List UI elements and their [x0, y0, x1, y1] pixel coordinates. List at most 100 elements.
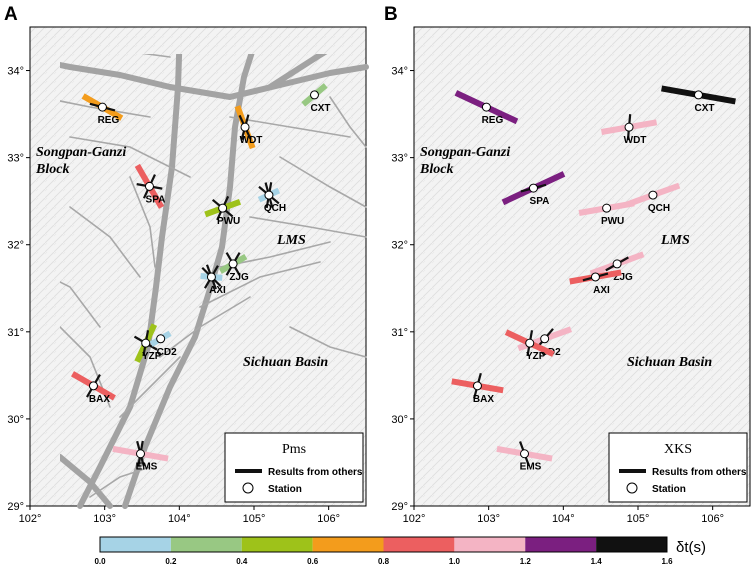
- lat-tick-label: 29°: [7, 501, 24, 513]
- colorbar-segment: [170, 537, 242, 552]
- station-label: BAX: [473, 394, 494, 405]
- legend-station-symbol-a: [242, 482, 254, 494]
- colorbar-tick-label: 1.6: [661, 557, 673, 566]
- lon-tick-label: 103°: [477, 513, 500, 525]
- legend-station-label-b: Station: [652, 484, 686, 495]
- station-label: PWU: [217, 216, 240, 227]
- panel-b: REGWDTCXTSPAQCHPWUZJGAXICD2YZPBAXEMS B 1…: [384, 4, 751, 525]
- colorbar-frame: [99, 536, 668, 553]
- station-label: SPA: [146, 194, 166, 205]
- lon-ticks-a: 102° 103° 104° 105° 106°: [19, 506, 340, 525]
- legend-title-b: XKS: [664, 442, 692, 457]
- colorbar-tick-label: 0.4: [236, 557, 248, 566]
- fault-minor-13: [69, 206, 141, 278]
- station-spa: SPA: [134, 163, 166, 209]
- panel-letter-a: A: [4, 4, 18, 25]
- lon-tick-label: 104°: [168, 513, 191, 525]
- station-zjg: ZJG: [589, 251, 645, 283]
- station-cd2: CD2: [149, 330, 177, 358]
- station-yzp: YZP: [504, 329, 555, 362]
- station-marker: [136, 449, 146, 459]
- lon-tick-label: 104°: [552, 513, 575, 525]
- station-label: BAX: [89, 394, 110, 405]
- station-label: WDT: [624, 135, 647, 146]
- fault-minor-16: [89, 466, 151, 498]
- station-wdt: WDT: [234, 105, 263, 150]
- lat-tick-label: 33°: [391, 153, 408, 165]
- station-qch: QCH: [257, 182, 286, 214]
- station-qch: QCH: [625, 182, 681, 214]
- lat-ticks-b: 29° 30° 31° 32° 33° 34°: [391, 66, 414, 513]
- station-label: REG: [482, 115, 504, 126]
- legend-title-a: Pms: [282, 442, 306, 457]
- colorbar-segment: [383, 537, 455, 552]
- lon-tick-label: 106°: [317, 513, 340, 525]
- colorbar-tick-label: 0.6: [307, 557, 319, 566]
- station-label: YZP: [142, 351, 162, 362]
- lat-tick-label: 33°: [7, 153, 24, 165]
- lon-tick-label: 106°: [701, 513, 724, 525]
- station-marker: [240, 122, 250, 132]
- fault-minor-5: [249, 216, 367, 238]
- station-label: ZJG: [613, 272, 633, 283]
- station-marker: [525, 338, 535, 348]
- station-cxt: CXT: [661, 85, 736, 114]
- station-marker: [481, 102, 491, 112]
- station-label: CXT: [310, 103, 330, 114]
- station-ems: EMS: [496, 441, 553, 473]
- fault-minor-12: [289, 326, 367, 358]
- fault-minor-4: [279, 156, 367, 208]
- station-reg: REG: [454, 90, 519, 126]
- lat-tick-label: 32°: [391, 240, 408, 252]
- station-bax: BAX: [71, 371, 116, 405]
- fault-minor-11: [60, 281, 101, 328]
- fault-major-3: [60, 453, 113, 509]
- station-label: YZP: [526, 351, 546, 362]
- fault-minor-3: [229, 116, 351, 138]
- basin-label-b: Sichuan Basin: [627, 355, 712, 370]
- colorbar-segments: [99, 536, 668, 553]
- fault-minor-7: [199, 261, 321, 308]
- colorbar-segment: [100, 537, 171, 552]
- lon-tick-label: 105°: [243, 513, 266, 525]
- station-reg: REG: [81, 93, 124, 126]
- colorbar-tick-label: 0.8: [378, 557, 390, 566]
- panel-letter-b: B: [384, 4, 398, 25]
- colorbar: 0.0 0.2 0.4 0.6 0.8 1.0 1.2 1.4 1.6 δt(s): [94, 536, 706, 566]
- station-axi: AXI: [200, 264, 226, 296]
- colorbar-label: δt(s): [676, 539, 706, 556]
- block-label-a-line1: Songpan-Ganzi: [36, 145, 126, 160]
- map-frame-b: [413, 26, 751, 507]
- block-label-b-line1: Songpan-Ganzi: [420, 145, 510, 160]
- colorbar-segment: [596, 537, 667, 552]
- station-zjg: ZJG: [218, 252, 249, 283]
- fault-minor-14: [329, 96, 367, 148]
- lon-tick-label: 103°: [93, 513, 116, 525]
- station-label: EMS: [520, 462, 542, 473]
- lon-tick-label: 105°: [627, 513, 650, 525]
- legend-others-label-b: Results from others: [652, 467, 747, 478]
- station-marker: [602, 203, 612, 213]
- colorbar-segment: [241, 537, 313, 552]
- station-spa: SPA: [501, 171, 566, 207]
- lat-tick-label: 31°: [391, 327, 408, 339]
- station-marker: [228, 259, 238, 269]
- fault-minor-2: [69, 136, 191, 178]
- lat-tick-label: 32°: [7, 240, 24, 252]
- station-label: CXT: [694, 103, 714, 114]
- lon-tick-label: 102°: [403, 513, 426, 525]
- lon-ticks-b: 102° 103° 104° 105° 106°: [403, 506, 724, 525]
- station-marker: [309, 90, 319, 100]
- legend-station-symbol-b: [626, 482, 638, 494]
- station-label: QCH: [264, 203, 286, 214]
- lms-label-b: LMS: [660, 233, 690, 248]
- station-label: QCH: [648, 203, 670, 214]
- colorbar-segment: [312, 537, 384, 552]
- station-label: WDT: [240, 135, 263, 146]
- stations-b: REGWDTCXTSPAQCHPWUZJGAXICD2YZPBAXEMS: [451, 85, 736, 473]
- colorbar-segment: [454, 537, 526, 552]
- station-label: AXI: [209, 285, 226, 296]
